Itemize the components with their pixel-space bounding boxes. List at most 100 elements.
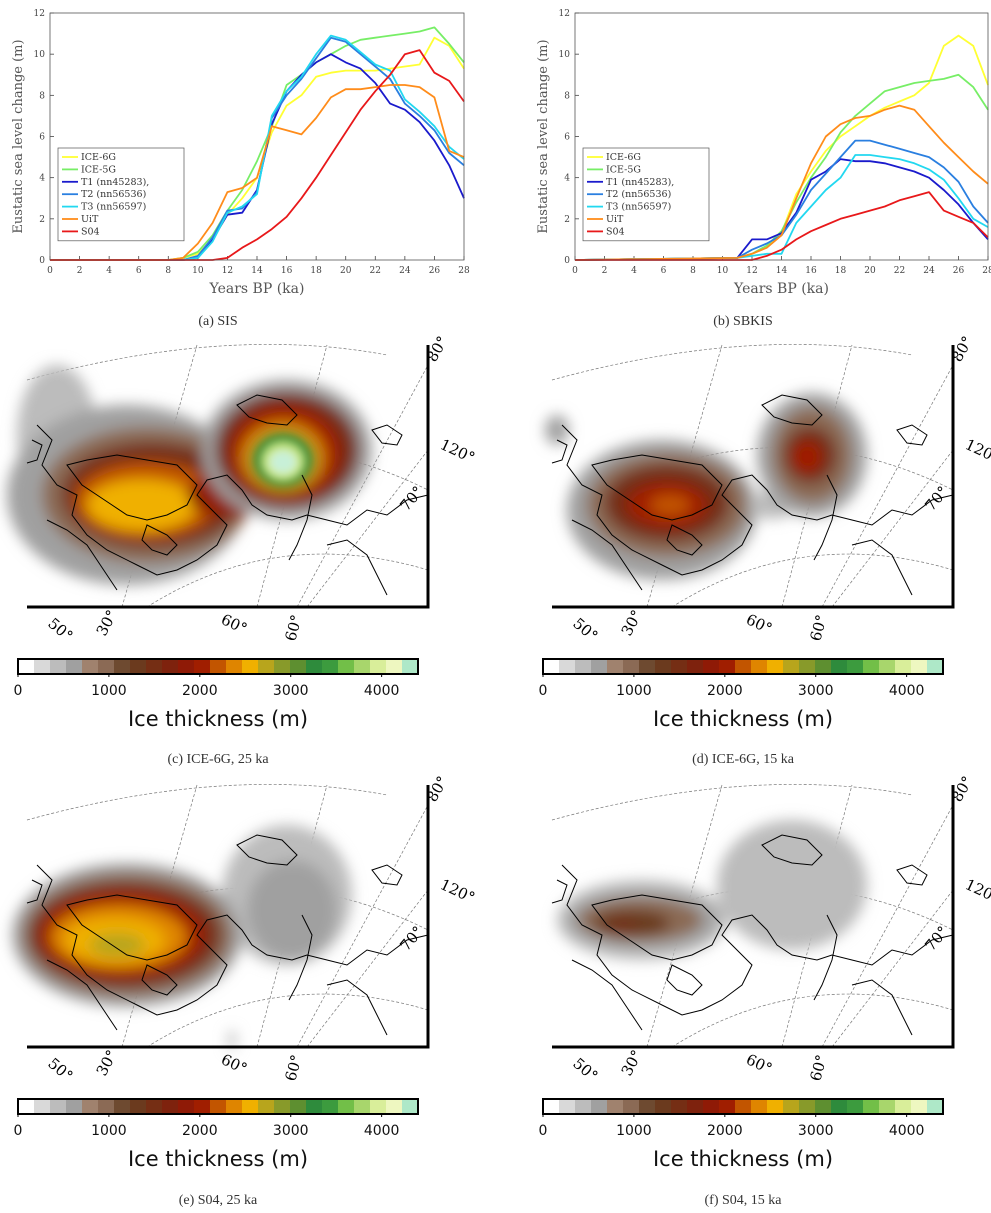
lon-label-60-bottom: 60° [743, 610, 775, 638]
lon-label-60-top: 60° [806, 613, 830, 643]
colorbar-swatch [210, 1099, 227, 1114]
coastline [26, 834, 429, 1036]
colorbar-swatch [863, 1099, 880, 1114]
colorbar-c: 0 1000 2000 3000 4000 Ice thickness (m) [14, 658, 419, 731]
lon-label-50: 50° [44, 1054, 76, 1085]
colorbar-title: Ice thickness (m) [653, 1147, 833, 1171]
lon-label-50: 50° [569, 614, 601, 645]
colorbar-swatch [687, 659, 704, 674]
lon-label-30: 30° [618, 607, 646, 639]
colorbar-swatch [34, 1099, 51, 1114]
colorbar-swatch [687, 1099, 704, 1114]
map-panel-d: 80° 120° 70° 50° 30° 60° 60° [545, 333, 991, 645]
colorbar-tick-label: 3000 [798, 1123, 834, 1139]
x-tick-label: 12 [746, 266, 757, 276]
colorbar-swatch [114, 1099, 131, 1114]
legend-entry: S04 [606, 226, 625, 237]
x-tick-label: 16 [805, 266, 817, 276]
x-tick-label: 20 [864, 266, 876, 276]
series-line-uit [574, 104, 989, 261]
chart-panel-a: 0 2 4 6 8 10 12 14 16 18 20 22 24 26 28024681012Years … [11, 9, 470, 297]
x-tick-label: 14 [251, 266, 263, 276]
colorbar-tick-label: 1000 [616, 683, 652, 699]
colorbar-swatch [226, 659, 243, 674]
legend-entry: UiT [606, 214, 624, 225]
colorbar-swatch [146, 1099, 163, 1114]
colorbar-tick-label: 2000 [707, 1123, 743, 1139]
y-tick-label: 4 [39, 174, 45, 184]
x-tick-label: 8 [690, 266, 696, 276]
colorbar-tick-label: 2000 [707, 683, 743, 699]
lon-label-120: 120° [962, 875, 991, 907]
colorbar-e: 0 1000 2000 3000 4000 Ice thickness (m) [14, 1098, 419, 1171]
colorbar-swatch [178, 1099, 195, 1114]
x-tick-label: 10 [192, 266, 204, 276]
legend-entry: T1 (nn45283), [81, 177, 149, 188]
x-axis-label: Years BP (ka) [733, 281, 829, 297]
y-tick-label: 10 [559, 50, 571, 60]
colorbar-tick-label: 2000 [182, 1123, 218, 1139]
ice-thickness-field [557, 820, 867, 960]
colorbar-tick-label: 1000 [616, 1123, 652, 1139]
colorbar-swatch [50, 1099, 67, 1114]
legend-box [57, 147, 185, 242]
colorbar-swatch [130, 659, 147, 674]
colorbar-swatch [591, 1099, 608, 1114]
x-tick-label: 24 [923, 266, 935, 276]
colorbar-swatch [591, 659, 608, 674]
y-axis-label: Eustatic sea level change (m) [11, 39, 26, 233]
colorbar-swatch [799, 1099, 816, 1114]
colorbar-swatch [783, 1099, 800, 1114]
legend-entry: T3 (nn56597) [606, 202, 671, 213]
lon-label-120: 120° [437, 435, 477, 467]
colorbar-tick-label: 0 [539, 683, 548, 699]
colorbar-swatch [258, 659, 275, 674]
x-tick-label: 18 [310, 266, 322, 276]
caption-c: (c) ICE-6G, 25 ka [167, 752, 269, 767]
y-tick-label: 12 [34, 9, 45, 19]
coastline [551, 394, 954, 596]
colorbar-swatch [242, 659, 259, 674]
colorbar-frame [542, 1098, 944, 1115]
legend-entry: ICE-5G [606, 164, 641, 175]
colorbar-tick-label: 1000 [91, 1123, 127, 1139]
lon-label-30: 30° [93, 1047, 121, 1079]
colorbar-f: 0 1000 2000 3000 4000 Ice thickness (m) [539, 1098, 944, 1171]
colorbar-swatch [847, 659, 864, 674]
colorbar-swatch [927, 1099, 944, 1114]
colorbar-frame [17, 1098, 419, 1115]
colorbar-swatch [290, 659, 307, 674]
colorbar-swatch [290, 1099, 307, 1114]
x-tick-label: 4 [631, 266, 637, 276]
colorbar-swatch [623, 659, 640, 674]
colorbar-swatch [226, 1099, 243, 1114]
colorbar-swatch [911, 1099, 928, 1114]
legend-entry: T2 (nn56536) [606, 189, 671, 200]
ice-thickness-field [545, 393, 867, 580]
colorbar-swatch [162, 659, 179, 674]
colorbar-swatch [735, 659, 752, 674]
x-tick-label: 4 [106, 266, 112, 276]
chart-panel-b: 0 2 4 6 8 10 12 14 16 18 20 22 24 26 28024681012Years … [536, 9, 991, 297]
colorbar-swatch [911, 659, 928, 674]
plot-frame [49, 12, 465, 261]
x-tick-label: 0 [47, 266, 53, 276]
colorbar-tick-label: 4000 [364, 1123, 400, 1139]
colorbar-swatch [18, 659, 35, 674]
y-tick-label: 4 [564, 174, 570, 184]
x-tick-label: 12 [222, 266, 233, 276]
colorbar-swatch [895, 1099, 912, 1114]
lon-label-60-top: 60° [281, 613, 305, 643]
colorbar-tick-label: 3000 [798, 683, 834, 699]
lon-label-30: 30° [618, 1047, 646, 1079]
colorbar-swatch [783, 659, 800, 674]
lon-label-30: 30° [93, 607, 121, 639]
colorbar-swatch [799, 659, 816, 674]
colorbar-swatch [863, 659, 880, 674]
colorbar-tick-label: 4000 [364, 683, 400, 699]
series-line-ice-5g [574, 73, 989, 261]
colorbar-swatch [82, 659, 99, 674]
y-tick-label: 10 [34, 50, 46, 60]
